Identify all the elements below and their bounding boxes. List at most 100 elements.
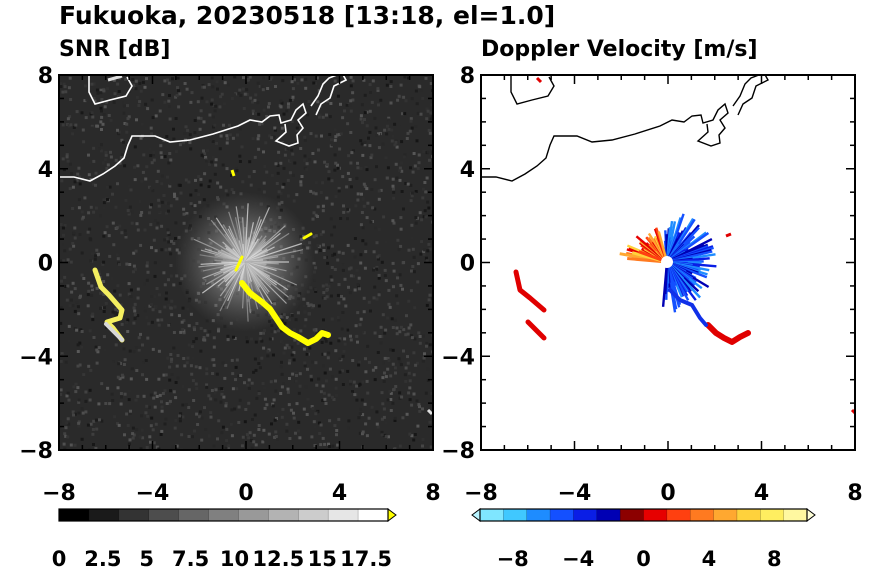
snr-noise-cell [273,128,277,132]
snr-noise-cell [102,306,106,310]
snr-noise-cell [416,280,420,284]
snr-noise-cell [334,135,338,139]
snr-noise-cell [249,96,253,100]
snr-noise-cell [398,166,402,170]
snr-noise-cell [349,131,353,134]
snr-noise-cell [158,293,161,297]
snr-noise-cell [204,159,208,163]
snr-noise-cell [287,346,291,350]
snr-noise-cell [327,393,331,397]
snr-noise-cell [138,100,142,104]
snr-noise-cell [315,383,319,387]
snr-noise-cell [325,99,329,103]
snr-noise-cell [274,162,278,166]
snr-noise-cell [190,372,194,376]
snr-noise-cell [262,428,266,432]
snr-noise-cell [375,410,379,414]
snr-noise-cell [80,111,84,115]
snr-noise-cell [99,120,103,124]
snr-noise-cell [78,341,82,345]
snr-noise-cell [175,428,179,431]
snr-noise-cell [250,337,253,341]
snr-noise-cell [409,323,413,327]
snr-noise-cell [91,314,95,318]
snr-noise-cell [356,311,360,315]
snr-noise-cell [102,260,106,264]
snr-noise-cell [130,367,134,371]
snr-noise-cell [412,255,416,259]
snr-noise-cell [257,134,261,138]
snr-noise-cell [371,206,375,210]
snr-noise-cell [181,306,185,310]
snr-noise-cell [84,116,88,120]
snr-noise-cell [132,321,136,325]
snr-noise-cell [375,297,379,301]
snr-noise-cell [205,385,209,389]
snr-noise-cell [117,132,121,136]
snr-noise-cell [77,166,81,170]
snr-noise-cell [357,276,361,280]
snr-noise-cell [178,92,182,96]
snr-noise-cell [377,132,381,136]
snr-noise-cell [115,226,119,230]
snr-noise-cell [371,79,375,83]
snr-noise-cell [75,328,79,332]
snr-noise-cell [325,113,328,117]
snr-noise-cell [170,444,174,448]
snr-noise-cell [81,215,85,219]
snr-noise-cell [289,408,293,412]
snr-noise-cell [336,316,340,319]
snr-noise-cell [314,234,318,238]
snr-noise-cell [404,333,408,337]
doppler-echo-south-red [705,322,751,345]
snr-noise-cell [366,201,370,205]
snr-noise-cell [134,87,138,91]
snr-noise-cell [94,206,98,210]
snr-noise-cell [162,194,166,197]
snr-noise-cell [308,346,312,350]
snr-noise-cell [263,329,266,333]
snr-colorbar-label: 15 [308,547,337,570]
snr-noise-cell [392,388,395,392]
snr-noise-cell [403,112,407,116]
snr-noise-cell [199,116,203,120]
snr-noise-cell [66,117,70,121]
snr-noise-cell [112,402,116,406]
snr-noise-cell [152,238,156,242]
snr-noise-cell [224,363,228,367]
snr-noise-cell [428,158,431,162]
snr-noise-cell [407,326,411,330]
snr-noise-cell [188,133,192,137]
snr-noise-cell [356,340,359,344]
snr-noise-cell [129,409,132,413]
doppler-y-tick-label: 8 [460,64,475,89]
snr-noise-cell [324,379,328,383]
snr-noise-cell [132,264,136,268]
snr-noise-cell [363,118,366,121]
snr-noise-cell [226,338,230,342]
snr-noise-cell [149,424,153,428]
snr-noise-cell [169,389,172,393]
snr-noise-cell [149,186,153,190]
snr-noise-cell [144,304,148,308]
snr-noise-cell [158,310,162,314]
snr-noise-cell [266,87,270,90]
snr-noise-cell [211,372,215,375]
snr-noise-cell [160,429,164,433]
snr-noise-cell [163,283,167,287]
snr-noise-cell [317,304,321,308]
snr-noise-cell [82,140,86,144]
snr-noise-cell [116,386,120,390]
snr-colorbar-label: 0 [52,547,67,570]
doppler-y-tick-label: −4 [441,345,475,370]
snr-colorbar-label: 7.5 [172,547,209,570]
snr-noise-cell [296,81,300,85]
snr-noise-cell [311,406,315,410]
snr-noise-cell [404,182,408,185]
snr-noise-cell [385,132,389,136]
snr-noise-cell [168,365,172,369]
snr-noise-cell [419,112,423,116]
snr-noise-cell [69,98,73,101]
snr-noise-cell [414,124,418,128]
snr-noise-cell [327,442,330,446]
